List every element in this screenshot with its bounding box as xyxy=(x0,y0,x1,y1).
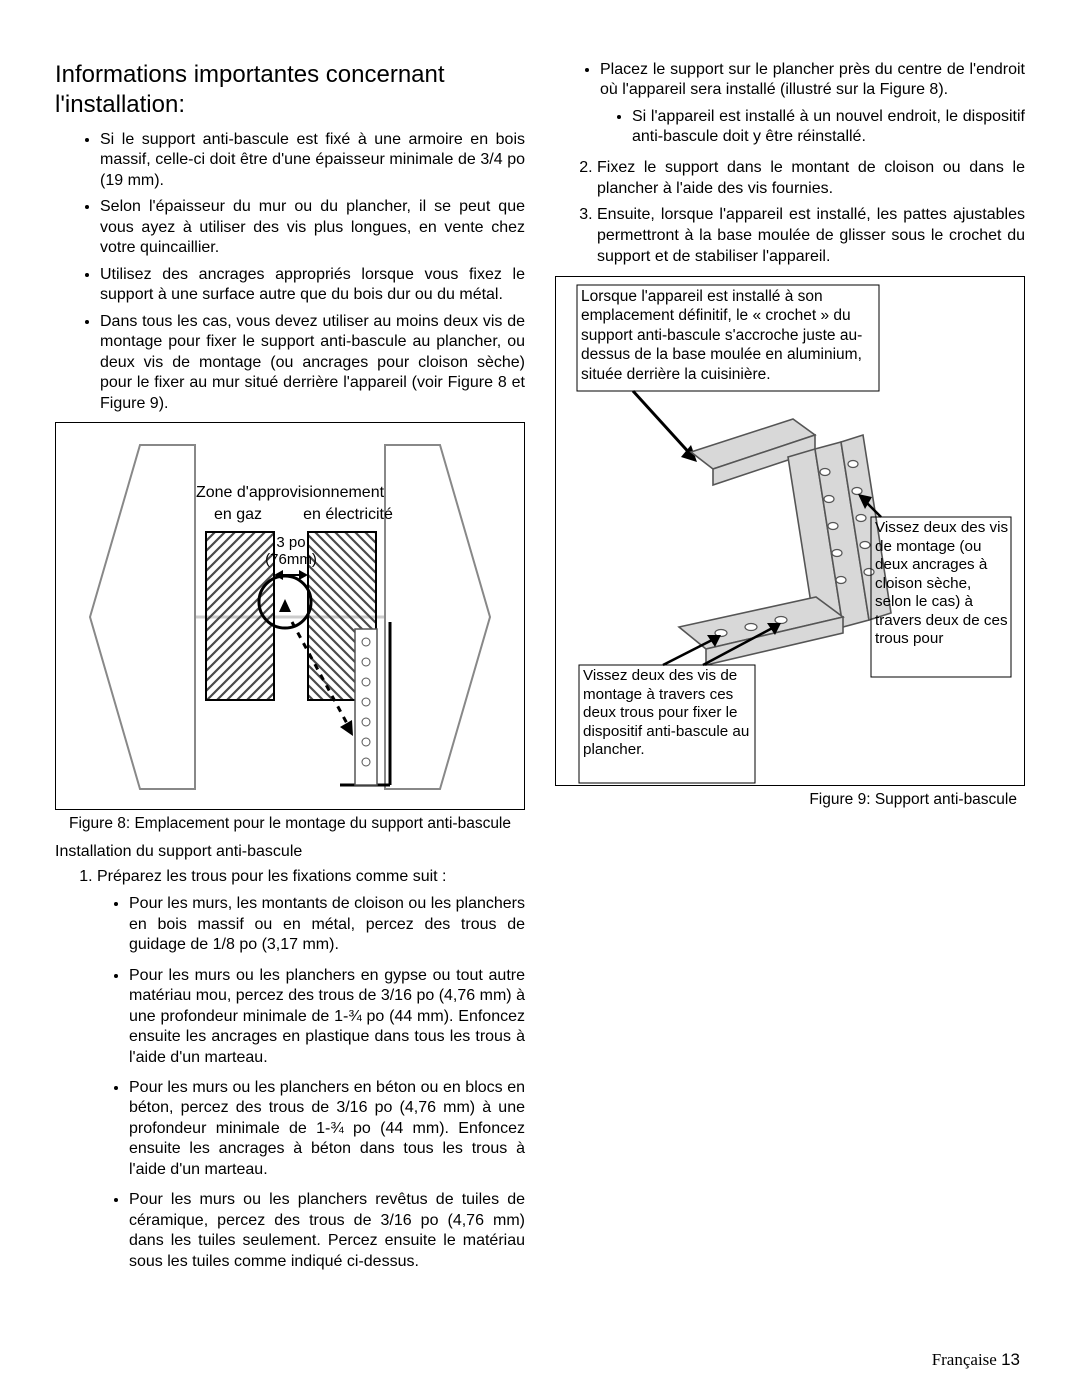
list-item: Pour les murs ou les planchers en béton … xyxy=(129,1078,525,1180)
page-footer: Française 13 xyxy=(0,1350,1080,1400)
section-heading: Informations importantes concernant l'in… xyxy=(55,60,525,120)
install-subheading: Installation du support anti-bascule xyxy=(55,843,525,861)
after-step1-bullets: Placez le support sur le plancher près d… xyxy=(555,60,1025,148)
step-2: Fixez le support dans le montant de cloi… xyxy=(597,158,1025,200)
info-bullet-list: Si le support anti-bascule est fixé à un… xyxy=(55,130,525,414)
fig9-callout-top: Lorsque l'appareil est installé à son em… xyxy=(581,287,875,384)
list-item: Si l'appareil est installé à un nouvel e… xyxy=(632,107,1025,148)
list-item: Dans tous les cas, vous devez utiliser a… xyxy=(100,312,525,414)
install-steps-cont: Fixez le support dans le montant de cloi… xyxy=(555,158,1025,268)
list-item: Pour les murs, les montants de cloison o… xyxy=(129,894,525,955)
list-item: Placez le support sur le plancher près d… xyxy=(600,60,1025,148)
figure-8: Zone d'approvisionnement en gaz en élect… xyxy=(55,422,525,810)
footer-language: Française xyxy=(932,1350,997,1369)
step-1-text: Préparez les trous pour les fixations co… xyxy=(97,868,446,885)
list-item: Si le support anti-bascule est fixé à un… xyxy=(100,130,525,191)
label-elec: en électricité xyxy=(303,506,393,523)
step-3: Ensuite, lorsque l'appareil est installé… xyxy=(597,205,1025,267)
step-1: Préparez les trous pour les fixations co… xyxy=(97,867,525,1272)
list-item: Selon l'épaisseur du mur ou du plancher,… xyxy=(100,197,525,258)
label-zone: Zone d'approvisionnement xyxy=(196,484,385,501)
figure-9-svg: Lorsque l'appareil est installé à son em… xyxy=(563,277,1018,785)
list-item: Utilisez des ancrages appropriés lorsque… xyxy=(100,265,525,306)
fig9-callout-left: Vissez deux des vis de montage à travers… xyxy=(583,667,753,760)
fig9-callout-right: Vissez deux des vis de montage (ou deux … xyxy=(875,519,1009,649)
figure-9: Lorsque l'appareil est installé à son em… xyxy=(555,276,1025,786)
dim-3po: 3 po xyxy=(276,534,305,551)
list-item: Pour les murs ou les planchers en gypse … xyxy=(129,966,525,1068)
figure-8-svg: Zone d'approvisionnement en gaz en élect… xyxy=(80,437,500,797)
footer-page-number: 13 xyxy=(1001,1350,1020,1369)
install-steps: Préparez les trous pour les fixations co… xyxy=(55,867,525,1272)
figure-8-caption: Figure 8: Emplacement pour le montage du… xyxy=(55,814,525,833)
figure-9-caption: Figure 9: Support anti-bascule xyxy=(555,790,1025,809)
bullet-text: Placez le support sur le plancher près d… xyxy=(600,61,1025,98)
list-item: Pour les murs ou les planchers revêtus d… xyxy=(129,1190,525,1272)
label-gaz: en gaz xyxy=(214,506,262,523)
dim-76mm: (76mm) xyxy=(265,551,317,568)
